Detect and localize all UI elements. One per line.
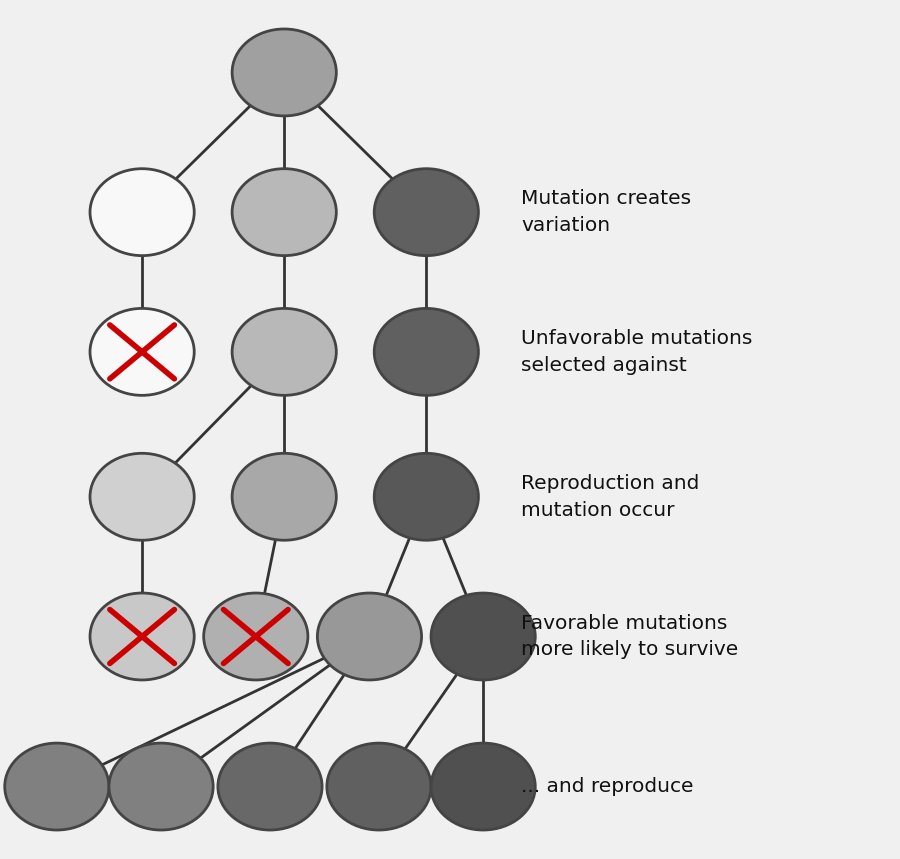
Ellipse shape bbox=[218, 743, 322, 830]
Ellipse shape bbox=[90, 168, 194, 256]
Ellipse shape bbox=[232, 29, 337, 116]
Text: Reproduction and
mutation occur: Reproduction and mutation occur bbox=[521, 474, 699, 520]
Ellipse shape bbox=[431, 593, 536, 680]
Ellipse shape bbox=[327, 743, 431, 830]
Ellipse shape bbox=[109, 743, 213, 830]
Ellipse shape bbox=[90, 308, 194, 395]
Text: ... and reproduce: ... and reproduce bbox=[521, 777, 694, 796]
Text: Mutation creates
variation: Mutation creates variation bbox=[521, 190, 691, 235]
Ellipse shape bbox=[374, 168, 479, 256]
Ellipse shape bbox=[90, 593, 194, 680]
Ellipse shape bbox=[374, 454, 479, 540]
Ellipse shape bbox=[374, 308, 479, 395]
Ellipse shape bbox=[203, 593, 308, 680]
Ellipse shape bbox=[232, 168, 337, 256]
Ellipse shape bbox=[431, 743, 536, 830]
Text: Unfavorable mutations
selected against: Unfavorable mutations selected against bbox=[521, 329, 752, 375]
Ellipse shape bbox=[318, 593, 421, 680]
Ellipse shape bbox=[4, 743, 109, 830]
Ellipse shape bbox=[232, 308, 337, 395]
Ellipse shape bbox=[232, 454, 337, 540]
Ellipse shape bbox=[90, 454, 194, 540]
Text: Favorable mutations
more likely to survive: Favorable mutations more likely to survi… bbox=[521, 613, 738, 659]
